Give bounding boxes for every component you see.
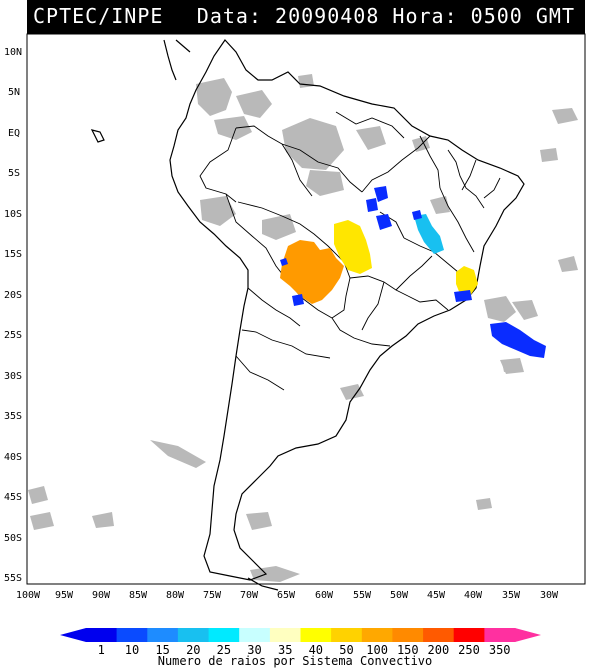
lat-label: 5S xyxy=(8,168,20,179)
colorbar-tick-label: 40 xyxy=(309,643,323,657)
colorbar-swatch xyxy=(269,628,301,642)
lat-label: 5N xyxy=(8,87,20,98)
latitude-axis: 10N 5N EQ 5S 10S 15S 20S 25S 30S 35S 40S… xyxy=(4,47,22,584)
colorbar-tick-label: 150 xyxy=(397,643,419,657)
longitude-axis: 100W 95W 90W 85W 80W 75W 70W 65W 60W 55W… xyxy=(16,590,559,601)
colorbar-tick-label: 20 xyxy=(186,643,200,657)
lat-label: 10N xyxy=(4,47,22,58)
coastlines xyxy=(90,39,525,591)
lat-label: 10S xyxy=(4,209,22,220)
lon-label: 70W xyxy=(240,590,259,601)
lon-label: 80W xyxy=(166,590,185,601)
lon-label: 40W xyxy=(464,590,483,601)
colorbar-swatch xyxy=(453,628,485,642)
lon-label: 45W xyxy=(427,590,446,601)
lon-label: 95W xyxy=(55,590,74,601)
colorbar-swatch xyxy=(116,628,148,642)
cloud-cover xyxy=(28,74,578,582)
lat-label: 30S xyxy=(4,371,22,382)
colorbar-tick-label: 30 xyxy=(247,643,261,657)
lon-label: 60W xyxy=(315,590,334,601)
colorbar-swatch xyxy=(392,628,424,642)
colorbar-swatch xyxy=(361,628,393,642)
colorbar-swatch xyxy=(177,628,209,642)
colorbar-tick-label: 350 xyxy=(489,643,511,657)
colorbar-swatch xyxy=(300,628,332,642)
colorbar-swatch xyxy=(484,628,516,642)
colorbar-swatch xyxy=(86,628,118,642)
colorbar-swatch xyxy=(147,628,179,642)
colorbar-swatch xyxy=(423,628,455,642)
lat-label: EQ xyxy=(8,128,20,139)
lon-label: 65W xyxy=(277,590,296,601)
country-borders xyxy=(199,111,501,391)
colorbar-tick-label: 50 xyxy=(339,643,353,657)
lon-label: 90W xyxy=(92,590,111,601)
lat-label: 20S xyxy=(4,290,22,301)
lon-label: 75W xyxy=(203,590,222,601)
colorbar-tick-label: 15 xyxy=(155,643,169,657)
lon-label: 55W xyxy=(353,590,372,601)
lat-label: 50S xyxy=(4,533,22,544)
colorbar: 1 10 15 20 25 30 35 40 50 100 150 200 250 350 xyxy=(60,628,541,657)
map-source-label: CPTEC/INPE xyxy=(33,4,164,28)
lon-label: 50W xyxy=(390,590,409,601)
lon-label: 35W xyxy=(502,590,521,601)
colorbar-tick-label: 100 xyxy=(366,643,388,657)
colorbar-swatch xyxy=(331,628,363,642)
colorbar-tick-label: 10 xyxy=(125,643,139,657)
colorbar-swatch xyxy=(239,628,271,642)
colorbar-title: Numero de raios por Sistema Convectivo xyxy=(158,654,433,668)
lon-label: 30W xyxy=(540,590,559,601)
title-bar: CPTEC/INPE Data: 20090408 Hora: 0500 GMT xyxy=(27,0,585,34)
colorbar-right-arrow xyxy=(515,628,541,642)
lat-label: 55S xyxy=(4,573,22,584)
colorbar-swatch xyxy=(208,628,240,642)
colorbar-tick-label: 250 xyxy=(458,643,480,657)
colorbar-tick-label: 1 xyxy=(98,643,105,657)
colorbar-tick-label: 25 xyxy=(217,643,231,657)
map-datetime-label: Data: 20090408 Hora: 0500 GMT xyxy=(196,4,575,28)
colorbar-left-arrow xyxy=(60,628,86,642)
lon-label: 85W xyxy=(129,590,148,601)
lon-label: 100W xyxy=(16,590,41,601)
lat-label: 25S xyxy=(4,330,22,341)
convective-systems xyxy=(280,186,546,358)
lat-label: 45S xyxy=(4,492,22,503)
lat-label: 40S xyxy=(4,452,22,463)
lat-label: 35S xyxy=(4,411,22,422)
colorbar-tick-label: 35 xyxy=(278,643,292,657)
lat-label: 15S xyxy=(4,249,22,260)
colorbar-tick-label: 200 xyxy=(428,643,450,657)
